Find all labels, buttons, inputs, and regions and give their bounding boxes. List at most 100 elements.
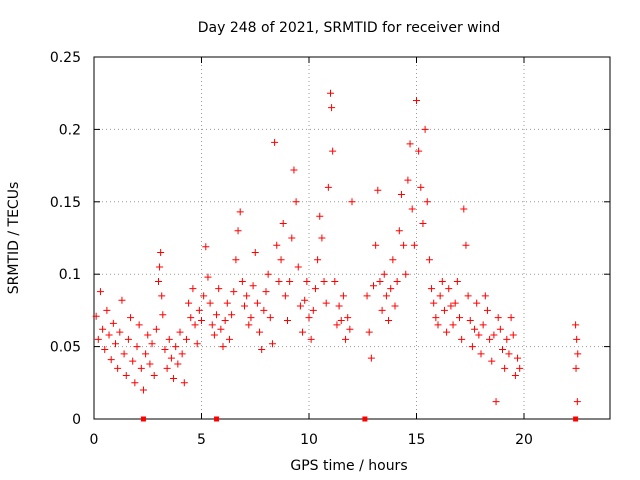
data-point — [402, 270, 410, 278]
data-point — [204, 273, 212, 281]
data-point — [447, 302, 455, 310]
data-point — [131, 379, 139, 387]
data-point — [275, 277, 283, 285]
y-tick-label: 0.1 — [59, 267, 81, 283]
data-point — [573, 398, 581, 406]
data-point — [415, 147, 423, 155]
data-point — [471, 325, 479, 333]
x-tick-label: 5 — [197, 432, 206, 448]
data-point — [443, 328, 451, 336]
data-point — [213, 311, 221, 319]
data-point — [294, 263, 302, 271]
data-point — [105, 331, 113, 339]
data-point — [322, 299, 330, 307]
data-point — [430, 299, 438, 307]
data-point — [245, 321, 253, 329]
data-point — [288, 234, 296, 242]
data-point — [499, 345, 506, 353]
y-tick-label: 0.15 — [50, 195, 81, 211]
data-point — [417, 183, 425, 191]
data-point — [219, 343, 227, 351]
data-point — [279, 220, 287, 228]
data-point — [346, 325, 354, 333]
data-point — [101, 345, 109, 353]
data-point — [337, 317, 345, 325]
data-point — [232, 256, 240, 264]
x-axis-label: GPS time / hours — [290, 458, 407, 474]
data-point — [256, 328, 264, 336]
data-point — [406, 140, 414, 148]
data-point — [307, 335, 315, 343]
data-point — [445, 285, 453, 293]
data-point — [268, 340, 276, 348]
data-point — [292, 198, 300, 206]
data-point — [477, 350, 485, 358]
data-point — [316, 212, 324, 220]
data-point — [333, 321, 341, 329]
data-point — [400, 241, 408, 249]
data-point — [260, 306, 268, 314]
data-point — [215, 285, 223, 293]
data-point — [156, 263, 164, 271]
gap-marker — [573, 416, 579, 422]
data-point — [281, 292, 289, 300]
data-point — [225, 335, 233, 343]
data-point — [432, 314, 440, 322]
data-point — [440, 306, 448, 314]
data-point — [236, 208, 244, 216]
data-point — [262, 288, 270, 296]
data-point — [318, 234, 326, 242]
data-point — [243, 292, 251, 300]
data-point — [206, 299, 214, 307]
data-point — [419, 220, 427, 228]
data-point — [170, 374, 178, 382]
gap-marker-layer — [140, 416, 579, 422]
data-point — [339, 292, 347, 300]
data-point — [572, 364, 580, 372]
data-point — [314, 256, 322, 264]
data-point — [301, 296, 309, 304]
data-point — [468, 343, 476, 351]
data-point — [479, 321, 487, 329]
data-point — [210, 331, 218, 339]
data-point — [191, 321, 199, 329]
data-point — [266, 314, 274, 322]
data-point — [124, 335, 132, 343]
data-point — [264, 270, 272, 278]
data-point — [296, 302, 304, 310]
data-point — [116, 328, 124, 336]
data-point — [451, 299, 459, 307]
data-point — [574, 350, 582, 358]
data-point — [509, 331, 517, 339]
data-point — [107, 356, 115, 364]
data-point — [120, 350, 128, 358]
data-point — [421, 125, 429, 133]
data-point — [382, 292, 390, 300]
data-point — [436, 292, 444, 300]
data-point — [496, 325, 504, 333]
data-point — [182, 335, 190, 343]
data-point — [228, 311, 236, 319]
data-point — [223, 299, 231, 307]
data-point — [376, 277, 384, 285]
data-point — [163, 364, 171, 372]
data-point — [247, 314, 255, 322]
data-point — [413, 96, 420, 104]
data-point — [372, 241, 380, 249]
data-point — [157, 248, 165, 256]
data-point — [290, 166, 298, 174]
data-point — [434, 321, 442, 329]
y-tick-label: 0.05 — [50, 340, 81, 356]
data-point — [573, 335, 581, 343]
data-point — [387, 285, 395, 293]
data-point — [335, 302, 343, 310]
data-point — [348, 198, 356, 206]
data-point — [158, 292, 166, 300]
data-point — [167, 354, 175, 362]
data-point — [155, 277, 162, 285]
data-point — [286, 277, 294, 285]
data-point — [299, 328, 307, 336]
data-point — [466, 317, 474, 325]
data-point — [320, 277, 328, 285]
data-point — [195, 306, 203, 314]
